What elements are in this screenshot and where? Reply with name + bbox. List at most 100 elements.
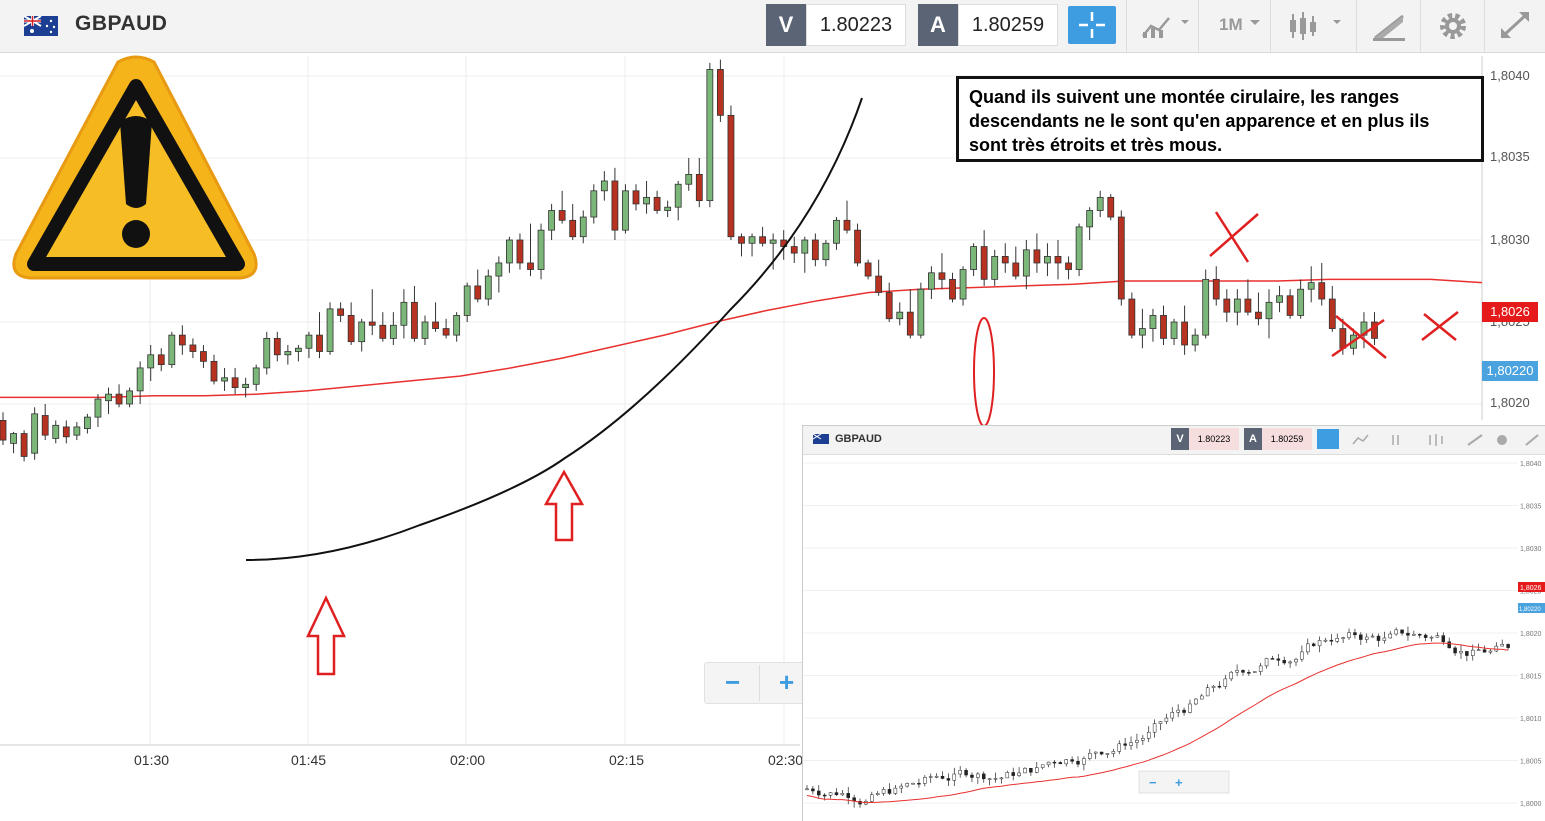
candle bbox=[1160, 305, 1167, 345]
candle-body bbox=[1244, 298, 1252, 313]
candle bbox=[1096, 190, 1104, 218]
flag-gb-au-icon bbox=[24, 16, 58, 36]
candle bbox=[664, 200, 672, 218]
inset-candle bbox=[1017, 767, 1021, 778]
candle-body bbox=[10, 433, 17, 444]
inset-candle bbox=[1058, 761, 1063, 765]
sell-price-box[interactable]: V 1.80223 bbox=[766, 4, 906, 46]
candle-body bbox=[62, 426, 70, 438]
inset-candle bbox=[1329, 634, 1334, 646]
candle-body bbox=[1033, 249, 1041, 264]
inset-candle-body bbox=[1188, 703, 1192, 713]
candles-button[interactable] bbox=[1270, 0, 1357, 52]
inset-candle bbox=[1111, 748, 1116, 758]
zoom-out-button[interactable]: − bbox=[725, 667, 741, 697]
inset-candle-body bbox=[1341, 637, 1345, 639]
candle bbox=[0, 412, 7, 445]
inset-candle-body bbox=[887, 789, 892, 794]
candle bbox=[105, 387, 112, 414]
chart-type-icon bbox=[1142, 17, 1189, 38]
chart-type-button[interactable] bbox=[1126, 0, 1199, 52]
candle-body bbox=[843, 219, 851, 231]
candle-body bbox=[31, 413, 39, 454]
candle-body bbox=[759, 236, 766, 244]
candle bbox=[653, 190, 661, 214]
zoom-in-button[interactable]: + bbox=[779, 667, 795, 697]
candle bbox=[115, 384, 123, 408]
candle bbox=[558, 190, 566, 224]
inset-candle bbox=[1459, 644, 1463, 659]
inset-candle-body bbox=[1435, 635, 1440, 638]
inset-candle bbox=[1435, 632, 1440, 638]
candle-body bbox=[347, 315, 355, 343]
candle-body bbox=[1170, 321, 1178, 339]
inset-candle bbox=[1182, 707, 1186, 716]
cross-mark-3 bbox=[1421, 311, 1459, 341]
inset-candle-body bbox=[1482, 649, 1487, 653]
inset-candle-body bbox=[1217, 685, 1222, 688]
candle bbox=[548, 203, 555, 240]
candle-body bbox=[189, 344, 197, 352]
crosshair-button[interactable] bbox=[1068, 6, 1116, 44]
drawing-tools-button[interactable] bbox=[1356, 0, 1421, 52]
inset-y-tick-label: 1,8035 bbox=[1520, 504, 1542, 511]
candle-body bbox=[305, 334, 313, 349]
candle-body bbox=[653, 196, 661, 211]
candle bbox=[1022, 240, 1030, 290]
inset-candle-body bbox=[993, 778, 998, 780]
drawing-tools-icon bbox=[1373, 14, 1405, 41]
candle-body bbox=[411, 301, 418, 339]
y-tick-label: 1,8020 bbox=[1490, 395, 1530, 410]
inset-candle bbox=[1417, 633, 1422, 639]
candle bbox=[1286, 289, 1294, 319]
inset-candle-body bbox=[846, 793, 850, 798]
candle bbox=[695, 158, 703, 208]
candle bbox=[1033, 233, 1041, 273]
inset-candle-body bbox=[1317, 640, 1322, 647]
candle bbox=[389, 312, 397, 345]
inset-candle bbox=[934, 773, 939, 779]
buy-price: 1.80259 bbox=[958, 4, 1058, 46]
candle-body bbox=[178, 334, 186, 346]
timeframe-dropdown[interactable]: 1M bbox=[1198, 0, 1271, 52]
inset-candle bbox=[1040, 764, 1045, 770]
candles-group bbox=[0, 59, 1378, 462]
inset-candle-body bbox=[934, 775, 939, 778]
candle bbox=[843, 200, 851, 234]
candle-body bbox=[1276, 295, 1283, 303]
candle-body bbox=[991, 255, 999, 280]
candle-body bbox=[854, 229, 861, 264]
expand-button[interactable] bbox=[1484, 0, 1545, 52]
candle bbox=[62, 420, 70, 444]
inset-candle-body bbox=[1146, 731, 1151, 739]
inset-candle-body bbox=[1335, 638, 1339, 642]
inset-candle-body bbox=[1488, 650, 1493, 653]
candle-body bbox=[1149, 315, 1157, 329]
inset-candle bbox=[905, 782, 909, 788]
inset-candle bbox=[1070, 756, 1074, 765]
inset-candle-body bbox=[870, 794, 874, 802]
candle-body bbox=[1012, 262, 1020, 277]
candle-body bbox=[917, 288, 925, 336]
inset-candle-body bbox=[1235, 670, 1239, 673]
candle-body bbox=[316, 334, 323, 352]
candle bbox=[189, 338, 197, 359]
candle-body bbox=[727, 114, 735, 238]
bid-price-tag: 1,80220 bbox=[1482, 361, 1538, 381]
candle-body bbox=[579, 216, 587, 238]
candle bbox=[273, 331, 281, 362]
candle-body bbox=[643, 196, 650, 205]
candle bbox=[1012, 246, 1020, 280]
inset-candle-body bbox=[828, 792, 833, 796]
candle bbox=[1244, 279, 1252, 316]
chart-toolbar: GBPAUD V 1.80223 A 1.80259 1M bbox=[0, 0, 1545, 53]
candle bbox=[632, 184, 640, 211]
candle-body bbox=[1328, 298, 1336, 329]
candle-body bbox=[284, 351, 292, 356]
settings-button[interactable] bbox=[1420, 0, 1485, 52]
buy-price-box[interactable]: A 1.80259 bbox=[918, 4, 1058, 46]
inset-candle bbox=[1152, 719, 1157, 738]
inset-candle bbox=[1082, 756, 1086, 771]
inset-candle-body bbox=[1117, 743, 1122, 752]
inset-candle bbox=[976, 772, 980, 784]
